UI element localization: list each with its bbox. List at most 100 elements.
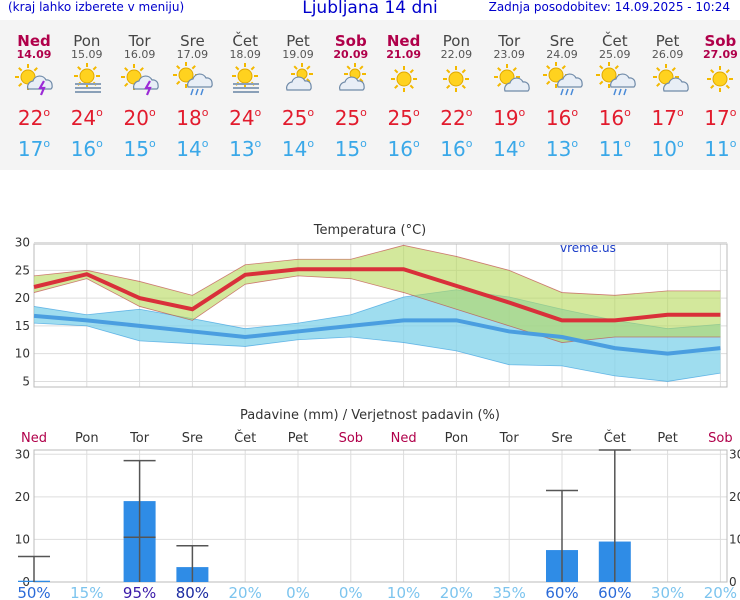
forecast-day: Pon 15.09 24o 16o — [61, 33, 113, 162]
sun-icon — [430, 62, 482, 98]
day-name: Ned — [386, 32, 421, 50]
x-tick-label: Ned — [391, 431, 417, 446]
precip-probability: 30% — [651, 584, 684, 600]
day-date: 25.09 — [599, 48, 631, 61]
day-name: Pet — [655, 32, 680, 50]
precip-probability: 50% — [17, 584, 50, 600]
x-tick-label: Pet — [657, 431, 677, 446]
forecast-day: Sob 20.09 25o 15o — [325, 33, 377, 162]
sun-icon — [378, 62, 430, 98]
x-tick-label: Čet — [234, 430, 256, 446]
precip-probability: 0% — [339, 584, 363, 600]
min-temp-line — [33, 313, 721, 356]
x-tick-label: Pon — [75, 431, 99, 446]
day-date: 24.09 — [546, 48, 578, 61]
x-tick-label: Sob — [339, 431, 363, 446]
y-tick-label: 30 — [15, 236, 30, 250]
temp-max: 17o — [651, 106, 684, 130]
forecast-day: Sre 17.09 18o 14o — [166, 33, 218, 162]
day-date: 19.09 — [282, 48, 314, 61]
day-date: 26.09 — [651, 48, 684, 61]
y-tick-label: 20 — [15, 490, 30, 504]
day-date: 21.09 — [386, 48, 421, 61]
day-name: Čet — [232, 32, 258, 50]
menu-hint: (kraj lahko izberete v meniju) — [8, 0, 185, 14]
temp-min: 17o — [17, 137, 51, 161]
day-date: 23.09 — [493, 48, 525, 61]
cloud-sun-icon — [272, 62, 324, 98]
y-tick-label-right: 0 — [729, 575, 737, 589]
temp-min: 13o — [229, 137, 262, 161]
forecast-strip: Ned 14.09 22o 17o Pon 15.09 24o 16o Tor 16.09 20o 1… — [0, 20, 740, 170]
day-date: 16.09 — [123, 48, 156, 61]
precip-probability: 60% — [545, 584, 578, 600]
y-tick-label-right: 10 — [729, 532, 740, 546]
temp-min: 15o — [123, 137, 156, 161]
day-name: Tor — [128, 32, 151, 50]
x-tick-label: Čet — [604, 430, 626, 446]
temp-max: 24o — [70, 106, 103, 130]
day-date: 20.09 — [333, 48, 369, 61]
day-date: 17.09 — [176, 48, 209, 61]
sun-thunder-icon — [114, 62, 166, 98]
day-name: Pet — [286, 32, 310, 50]
precip-probability: 80% — [176, 584, 209, 600]
temp-max: 18o — [176, 106, 209, 130]
x-tick-label: Tor — [129, 431, 150, 446]
temp-max: 19o — [493, 106, 526, 130]
precip-probability: 20% — [229, 584, 262, 600]
y-tick-label: 20 — [15, 291, 30, 305]
max-temp-band-lower-edge — [33, 275, 721, 343]
day-name: Sre — [549, 32, 575, 50]
max-temp-band-upper-edge — [33, 244, 721, 296]
sun-cloud-icon — [642, 62, 694, 98]
min-temp-band-lower-edge — [33, 322, 721, 382]
y-tick-label: 5 — [22, 374, 30, 388]
forecast-day: Pon 22.09 22o 16o — [430, 33, 482, 162]
x-tick-label: Ned — [21, 431, 47, 446]
sun-thunder-icon — [8, 62, 60, 98]
watermark: vreme.us — [560, 241, 616, 255]
x-tick-label: Sre — [182, 431, 203, 446]
last-updated: Zadnja posodobitev: 14.09.2025 - 10:24 — [488, 0, 730, 14]
precip-probability: 10% — [387, 584, 420, 600]
precip-probability: 15% — [70, 584, 103, 600]
temp-min: 10o — [651, 137, 684, 161]
x-tick-label: Pet — [288, 431, 308, 446]
day-name: Tor — [498, 32, 521, 50]
temp-max: 24o — [229, 106, 262, 130]
temp-min: 13o — [545, 137, 579, 161]
precip-probability: 20% — [704, 584, 737, 600]
forecast-day: Čet 25.09 16o 11o — [589, 33, 641, 162]
temp-min: 11o — [704, 137, 737, 161]
x-tick-label: Tor — [499, 431, 520, 446]
day-name: Ned — [17, 32, 51, 50]
x-tick-label: Pon — [445, 431, 469, 446]
temp-min: 16o — [70, 137, 103, 161]
temp-max: 22o — [440, 106, 473, 130]
day-name: Sob — [334, 32, 367, 50]
precip-probability: 35% — [493, 584, 526, 600]
y-tick-label-right: 30 — [729, 447, 740, 461]
y-tick-label: 10 — [15, 532, 30, 546]
day-date: 15.09 — [71, 48, 103, 61]
day-name: Sob — [704, 32, 737, 50]
forecast-day: Sob 27.09 17o 11o — [694, 33, 740, 162]
sun-fog-icon — [219, 62, 271, 98]
temp-max: 25o — [334, 106, 367, 130]
day-date: 18.09 — [229, 48, 261, 61]
precip-probability: 95% — [123, 584, 156, 600]
day-date: 22.09 — [440, 48, 473, 61]
day-name: Sre — [180, 32, 205, 50]
y-tick-label: 25 — [15, 263, 30, 277]
sun-cloud-rain-icon — [589, 62, 641, 98]
temp-max: 20o — [123, 106, 156, 130]
temp-max: 22o — [17, 106, 51, 130]
forecast-day: Čet 18.09 24o 13o — [219, 33, 271, 162]
day-name: Pon — [73, 32, 101, 50]
cloud-sun-icon — [325, 62, 377, 98]
x-tick-label: Sre — [551, 431, 572, 446]
sun-cloud-icon — [483, 62, 535, 98]
page-title: Ljubljana 14 dni — [302, 0, 438, 18]
max-temp-line — [33, 267, 721, 323]
